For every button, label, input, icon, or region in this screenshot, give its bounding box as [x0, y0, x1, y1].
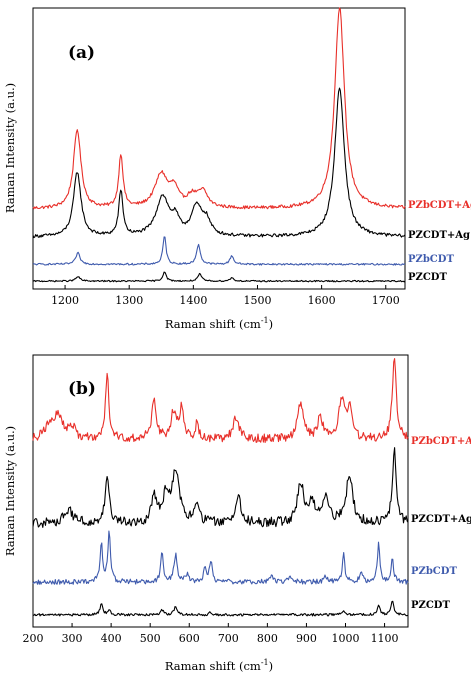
- series-line-pzbcdt-ag: [32, 358, 409, 444]
- x-tick-label: 700: [218, 632, 239, 645]
- panel-b-series-labels: PZbCDT+Ag PZCDT+Ag PZbCDT PZCDT: [411, 436, 471, 611]
- series-label-pzbcdt-ag: PZbCDT+Ag: [408, 200, 471, 211]
- x-tick-label: 500: [140, 632, 161, 645]
- x-tick-label: 1600: [308, 294, 336, 307]
- panel-a-series-labels: PZbCDT+Ag PZCDT+Ag PZbCDT PZCDT: [408, 200, 471, 283]
- x-tick-label: 1700: [372, 294, 400, 307]
- x-tick-label: 900: [296, 632, 317, 645]
- series-line-pzbcdt: [32, 530, 409, 585]
- panel-b-x-axis-label: Raman shift (cm-1): [165, 658, 273, 673]
- x-tick-label: 1400: [179, 294, 207, 307]
- x-tick-label: 1500: [243, 294, 271, 307]
- x-tick-label: 200: [23, 632, 44, 645]
- panel-a-x-axis: 1200 1300 1400 1500 1600 1700: [51, 285, 400, 307]
- series-line-pzcdt: [32, 600, 409, 617]
- series-label-pzbcdt: PZbCDT: [411, 566, 457, 577]
- x-tick-label: 800: [257, 632, 278, 645]
- series-label-pzcdt-ag: PZCDT+Ag: [408, 230, 470, 241]
- series-line-pzcdt: [32, 271, 406, 283]
- panel-b: 200 300 400 500 600 700 800 900 1000 1100 (b) Ram…: [3, 354, 471, 673]
- series-label-pzcdt: PZCDT: [411, 600, 450, 611]
- series-line-pzbcdt-ag: [32, 7, 406, 210]
- x-tick-label: 400: [101, 632, 122, 645]
- panel-a-plot: [32, 7, 406, 283]
- series-line-pzcdt-ag: [32, 447, 409, 528]
- panel-a: 1200 1300 1400 1500 1600 1700 (a) Raman shift…: [3, 7, 471, 331]
- x-tick-label: 1300: [115, 294, 143, 307]
- series-label-pzbcdt-ag: PZbCDT+Ag: [411, 436, 471, 447]
- panel-b-x-axis: 200 300 400 500 600 700 800 900 1000 1100: [23, 623, 399, 645]
- x-tick-label: 300: [62, 632, 83, 645]
- panel-a-y-axis-label: Raman Intensity (a.u.): [3, 83, 17, 213]
- panel-b-plot: [32, 358, 409, 617]
- panel-b-label: (b): [68, 379, 96, 399]
- series-label-pzcdt-ag: PZCDT+Ag: [411, 514, 471, 525]
- panel-b-y-axis-label: Raman Intensity (a.u.): [3, 426, 17, 556]
- panel-a-x-axis-label: Raman shift (cm-1): [165, 316, 273, 331]
- panel-a-label: (a): [68, 43, 95, 63]
- series-label-pzbcdt: PZbCDT: [408, 254, 454, 265]
- panel-b-frame: [32, 354, 409, 628]
- x-tick-label: 1000: [332, 632, 360, 645]
- series-line-pzbcdt: [33, 236, 405, 266]
- x-tick-label: 1200: [51, 294, 79, 307]
- x-tick-label: 600: [179, 632, 200, 645]
- panel-a-frame: [32, 7, 406, 290]
- series-line-pzcdt-ag: [32, 87, 406, 239]
- x-tick-label: 1100: [371, 632, 399, 645]
- series-label-pzcdt: PZCDT: [408, 272, 447, 283]
